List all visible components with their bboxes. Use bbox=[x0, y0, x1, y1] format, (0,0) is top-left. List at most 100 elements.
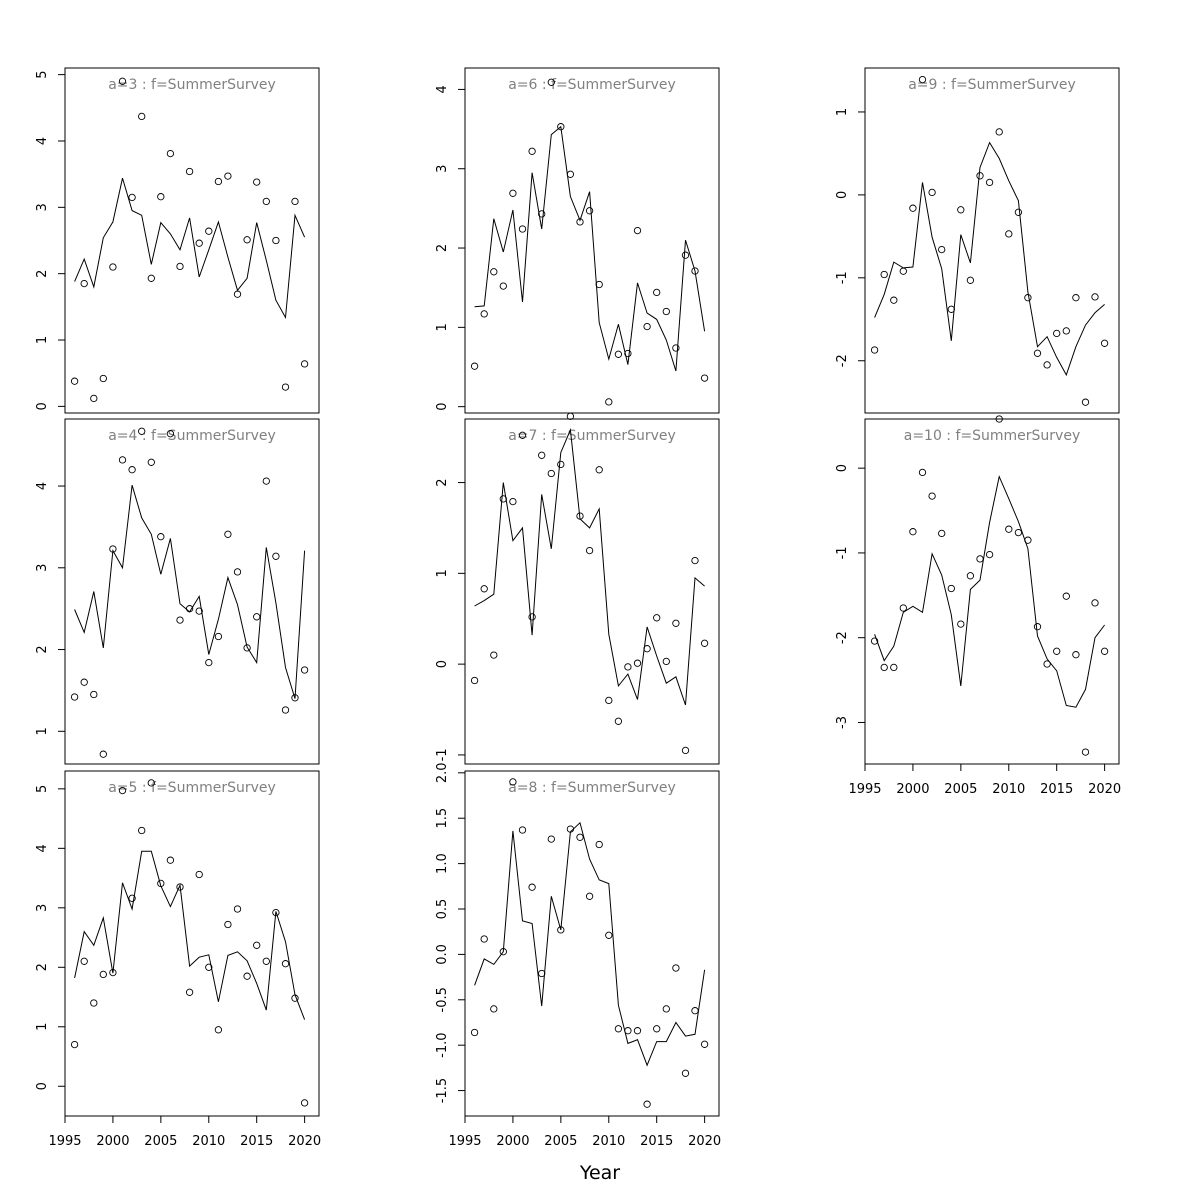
x-tick-label: 2005 bbox=[144, 1134, 177, 1149]
data-point bbox=[518, 431, 527, 439]
panel-frame bbox=[864, 418, 1120, 765]
data-point bbox=[138, 826, 146, 835]
data-point bbox=[70, 377, 79, 385]
data-point bbox=[1100, 339, 1109, 347]
y-tick-label: 0 bbox=[35, 1082, 50, 1090]
data-point bbox=[681, 746, 690, 755]
data-point bbox=[176, 262, 184, 271]
x-tick-label: 2010 bbox=[192, 1134, 225, 1149]
data-point bbox=[480, 585, 488, 593]
x-tick-label: 2010 bbox=[592, 1134, 625, 1149]
data-point bbox=[166, 430, 175, 438]
y-tick-label: 0 bbox=[835, 464, 850, 472]
data-point bbox=[262, 477, 270, 485]
data-point bbox=[1072, 294, 1080, 302]
data-point bbox=[681, 251, 690, 259]
data-point bbox=[547, 835, 555, 843]
data-point bbox=[70, 693, 79, 701]
data-point bbox=[928, 492, 936, 500]
data-point bbox=[595, 466, 603, 474]
x-tick-label: 2010 bbox=[992, 782, 1025, 797]
data-point bbox=[528, 613, 536, 621]
data-point bbox=[99, 970, 107, 979]
y-tick-label: -2 bbox=[835, 354, 850, 367]
x-tick-label: 2000 bbox=[96, 1134, 129, 1149]
data-point bbox=[614, 350, 623, 358]
panel-3: a=6 : f=SummerSurvey 0 1 2 3 4 bbox=[435, 67, 720, 414]
data-point bbox=[1033, 349, 1042, 357]
data-point bbox=[662, 307, 670, 316]
data-point bbox=[90, 690, 98, 699]
data-point bbox=[490, 268, 498, 276]
data-point bbox=[538, 210, 546, 218]
data-point bbox=[118, 77, 127, 85]
x-tick-label: 2015 bbox=[1040, 782, 1073, 797]
data-point bbox=[509, 189, 517, 197]
data-point bbox=[1081, 748, 1090, 756]
data-point bbox=[470, 676, 479, 685]
y-tick-label: 4 bbox=[435, 85, 450, 93]
x-tick-label: 2020 bbox=[1088, 782, 1121, 797]
data-point bbox=[253, 613, 261, 621]
data-point bbox=[1053, 329, 1061, 338]
panel-frame bbox=[64, 770, 320, 1117]
y-tick-label: -2 bbox=[835, 631, 850, 644]
data-point bbox=[90, 394, 98, 403]
data-point bbox=[995, 415, 1003, 423]
data-point bbox=[643, 322, 651, 331]
data-point bbox=[1062, 327, 1070, 335]
data-point bbox=[80, 279, 88, 288]
data-point bbox=[253, 941, 261, 949]
data-point bbox=[976, 555, 984, 563]
y-tick-label: 1.5 bbox=[435, 808, 450, 829]
data-point bbox=[633, 659, 642, 667]
data-point bbox=[595, 840, 603, 849]
data-point bbox=[576, 218, 584, 226]
data-point bbox=[985, 178, 994, 187]
panel-title: a=3 : f=SummerSurvey bbox=[108, 77, 276, 93]
y-tick-label: 0.5 bbox=[435, 899, 450, 920]
data-point bbox=[147, 274, 155, 282]
data-point bbox=[281, 383, 290, 391]
panel-frame bbox=[64, 67, 320, 414]
data-point bbox=[633, 1027, 642, 1035]
y-tick-label: 5 bbox=[35, 70, 50, 78]
y-tick-label: 3 bbox=[35, 904, 50, 912]
data-point bbox=[518, 826, 527, 834]
data-point bbox=[909, 204, 917, 212]
data-point bbox=[1091, 293, 1099, 301]
data-point bbox=[1043, 361, 1051, 369]
data-point bbox=[195, 870, 203, 879]
x-tick-label: 2000 bbox=[496, 1134, 529, 1149]
x-tick-label: 2020 bbox=[288, 1134, 321, 1149]
data-point bbox=[966, 276, 975, 284]
y-tick-label: -1.5 bbox=[435, 1078, 450, 1103]
data-point bbox=[662, 657, 670, 666]
data-point bbox=[300, 1099, 309, 1107]
data-point bbox=[185, 988, 194, 996]
y-tick-label: 3 bbox=[435, 165, 450, 173]
data-point bbox=[528, 147, 536, 155]
data-point bbox=[1014, 208, 1023, 216]
data-point bbox=[605, 398, 613, 406]
data-point bbox=[147, 458, 155, 466]
y-tick-label: -0.5 bbox=[435, 987, 450, 1012]
data-point bbox=[662, 1005, 670, 1013]
data-point bbox=[995, 128, 1003, 136]
data-point bbox=[138, 427, 146, 435]
y-tick-label: 2 bbox=[435, 244, 450, 252]
y-tick-label: 1 bbox=[435, 323, 450, 331]
x-axis-title: Year bbox=[579, 1162, 620, 1184]
data-point bbox=[672, 619, 680, 627]
data-point bbox=[957, 206, 965, 214]
data-point bbox=[214, 1026, 223, 1034]
fitted-line bbox=[74, 850, 306, 1020]
x-tick-label: 2020 bbox=[688, 1134, 721, 1149]
y-tick-label: -3 bbox=[835, 716, 850, 729]
data-point bbox=[1081, 398, 1090, 406]
data-point bbox=[70, 1040, 79, 1049]
y-tick-label: 1 bbox=[35, 336, 50, 344]
data-point bbox=[128, 193, 136, 202]
fitted-line bbox=[874, 141, 1105, 377]
